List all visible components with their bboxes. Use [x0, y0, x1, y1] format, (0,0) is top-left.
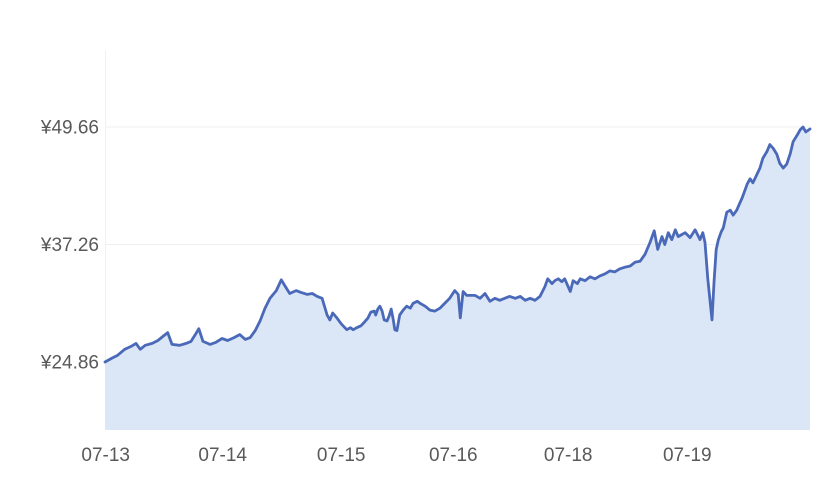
x-tick-label: 07-13	[81, 445, 130, 466]
x-tick-label: 07-16	[429, 445, 478, 466]
y-tick-label: ¥24.86	[40, 353, 99, 374]
x-tick-label: 07-14	[198, 445, 247, 466]
x-axis-labels: 07-13 07-14 07-15 07-16 07-18 07-19	[81, 445, 711, 466]
y-tick-label: ¥49.66	[40, 118, 99, 139]
price-line	[103, 125, 812, 364]
x-tick-label: 07-18	[544, 445, 593, 466]
y-axis-labels: ¥49.66 ¥37.26 ¥24.86	[40, 118, 99, 374]
y-tick-label: ¥37.26	[40, 235, 99, 256]
price-area-fill	[105, 127, 810, 430]
x-tick-label: 07-15	[317, 445, 366, 466]
x-tick-label: 07-19	[663, 445, 712, 466]
